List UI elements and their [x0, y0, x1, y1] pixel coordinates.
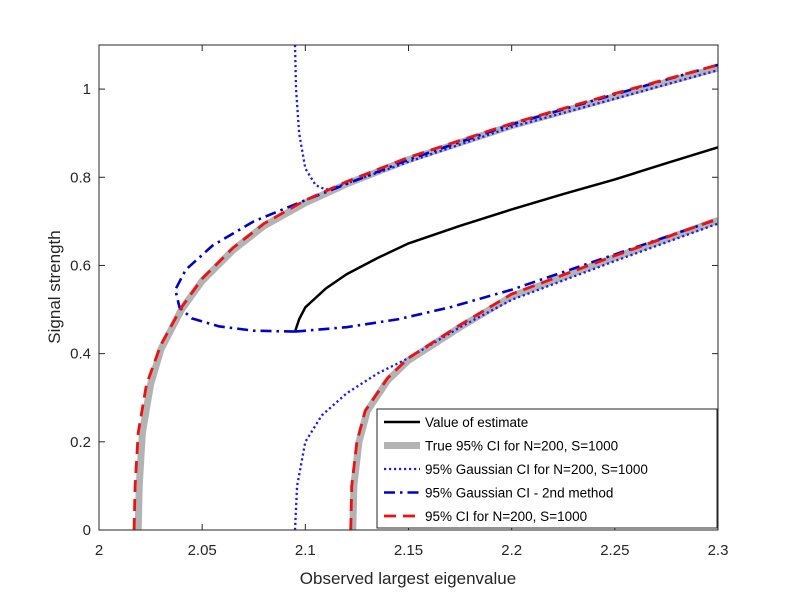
y-tick-label: 0 — [83, 522, 91, 539]
x-tick-label: 2.2 — [501, 542, 522, 559]
series-line-solid-1 — [293, 146, 718, 332]
x-tick-label: 2.25 — [600, 542, 629, 559]
legend-box — [376, 408, 718, 529]
series-layer — [132, 45, 718, 530]
x-tick-label: 2 — [95, 542, 103, 559]
y-tick-label: 0.4 — [70, 346, 91, 363]
tick-layer: 2 2.05 2.1 2.15 2.2 2.25 2.3 0 0.2 0.4 0.6 0.8 1 — [70, 45, 728, 559]
y-tick-label: 1 — [83, 81, 91, 98]
x-tick-label: 2.05 — [188, 542, 217, 559]
legend-label: 95% Gaussian CI for N=200, S=1000 — [425, 462, 648, 477]
legend-entries: Value of estimate True 95% CI for N=200, … — [384, 415, 648, 524]
x-axis-label: Observed largest eigenvalue — [300, 569, 516, 588]
legend-label: Value of estimate — [425, 415, 528, 430]
series-line-thick-1 — [134, 64, 718, 530]
series-line-dashed-2 — [349, 217, 718, 530]
series-line-thick-2 — [349, 217, 718, 530]
x-tick-label: 2.3 — [708, 542, 729, 559]
legend-label: 95% CI for N=200, S=1000 — [425, 509, 587, 524]
series-line-dotted-2 — [293, 222, 718, 530]
series-line-dashed-1 — [132, 63, 718, 530]
y-tick-label: 0.8 — [70, 169, 91, 186]
x-tick-label: 2.15 — [394, 542, 423, 559]
x-tick-label: 2.1 — [295, 542, 316, 559]
y-axis-label: Signal strength — [45, 230, 64, 343]
legend: Value of estimate True 95% CI for N=200, … — [376, 408, 718, 529]
y-tick-label: 0.6 — [70, 257, 91, 274]
legend-label: True 95% CI for N=200, S=1000 — [425, 439, 618, 454]
legend-label: 95% Gaussian CI - 2nd method — [425, 486, 613, 501]
y-tick-label: 0.2 — [70, 434, 91, 451]
